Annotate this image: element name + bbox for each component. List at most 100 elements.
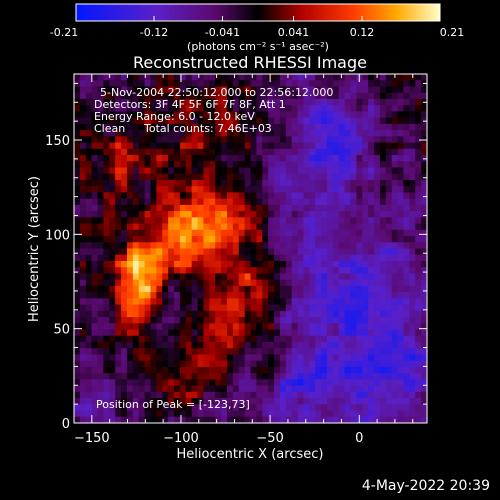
- heatmap-cell: [221, 242, 228, 249]
- heatmap-cell: [168, 167, 175, 175]
- heatmap-cell: [291, 373, 298, 380]
- heatmap-cell: [344, 335, 351, 343]
- heatmap-cell: [285, 123, 293, 131]
- heatmap-cell: [338, 204, 346, 212]
- colorbar-frame: [75, 3, 441, 22]
- heatmap-cell: [232, 80, 240, 87]
- heatmap-cell: [250, 179, 257, 187]
- heatmap-cell: [138, 279, 145, 287]
- heatmap-cell: [179, 348, 187, 355]
- heatmap-cell: [103, 236, 110, 243]
- heatmap-cell: [121, 379, 128, 387]
- heatmap-cell: [215, 198, 222, 206]
- heatmap-cell: [156, 86, 163, 94]
- heatmap-cell: [103, 260, 110, 268]
- heatmap-cell: [403, 223, 410, 231]
- heatmap-cell: [274, 373, 281, 380]
- heatmap-cell: [121, 98, 128, 106]
- heatmap-cell: [409, 373, 416, 380]
- heatmap-cell: [85, 74, 93, 81]
- heatmap-cell: [415, 260, 422, 268]
- heatmap-cell: [262, 292, 269, 299]
- heatmap-cell: [250, 273, 257, 281]
- heatmap-cell: [144, 360, 151, 368]
- heatmap-cell: [138, 366, 145, 374]
- heatmap-cell: [74, 229, 81, 237]
- heatmap-cell: [126, 373, 134, 380]
- heatmap-cell: [168, 173, 175, 181]
- heatmap-cell: [374, 391, 381, 399]
- heatmap-cell: [197, 167, 204, 175]
- heatmap-cell: [379, 74, 387, 81]
- heatmap-cell: [326, 273, 334, 281]
- heatmap-cell: [409, 217, 416, 224]
- heatmap-cell: [91, 192, 98, 200]
- heatmap-cell: [179, 148, 187, 156]
- heatmap-cell: [126, 260, 134, 268]
- heatmap-cell: [74, 86, 81, 94]
- heatmap-cell: [174, 317, 181, 324]
- heatmap-cell: [315, 267, 322, 274]
- heatmap-cell: [168, 279, 175, 287]
- heatmap-cell: [368, 285, 375, 293]
- heatmap-cell: [138, 360, 145, 368]
- heatmap-cell: [197, 236, 204, 243]
- heatmap-cell: [191, 155, 198, 162]
- heatmap-cell: [203, 329, 210, 337]
- heatmap-cell: [226, 323, 234, 330]
- heatmap-cell: [321, 236, 328, 243]
- heatmap-cell: [397, 186, 404, 193]
- heatmap-cell: [150, 273, 157, 281]
- heatmap-cell: [321, 304, 328, 312]
- heatmap-cell: [103, 391, 110, 399]
- heatmap-cell: [332, 335, 340, 343]
- heatmap-cell: [391, 229, 398, 237]
- heatmap-cell: [350, 186, 357, 193]
- heatmap-cell: [379, 410, 387, 418]
- heatmap-cell: [285, 92, 293, 100]
- heatmap-cell: [256, 86, 263, 94]
- heatmap-cell: [285, 136, 293, 143]
- heatmap-cell: [356, 204, 363, 212]
- heatmap-cell: [238, 229, 246, 237]
- heatmap-cell: [238, 123, 246, 131]
- heatmap-cell: [150, 223, 157, 231]
- heatmap-cell: [162, 86, 169, 94]
- heatmap-cell: [226, 298, 234, 305]
- heatmap-cell: [403, 416, 410, 424]
- heatmap-cell: [415, 111, 422, 119]
- heatmap-cell: [262, 167, 269, 175]
- heatmap-cell: [215, 354, 222, 362]
- heatmap-cell: [374, 292, 381, 299]
- heatmap-cell: [315, 179, 322, 187]
- heatmap-cell: [291, 179, 298, 187]
- heatmap-cell: [115, 86, 122, 94]
- heatmap-cell: [285, 236, 293, 243]
- heatmap-cell: [215, 391, 222, 399]
- heatmap-cell: [150, 404, 157, 411]
- heatmap-cell: [209, 173, 216, 181]
- heatmap-cell: [268, 223, 275, 231]
- heatmap-cell: [291, 404, 298, 411]
- heatmap-cell: [226, 179, 234, 187]
- heatmap-cell: [291, 204, 298, 212]
- heatmap-cell: [232, 310, 240, 318]
- heatmap-cell: [109, 204, 116, 212]
- heatmap-cell: [150, 285, 157, 293]
- heatmap-cell: [138, 111, 145, 119]
- heatmap-cell: [321, 105, 328, 112]
- heatmap-cell: [150, 373, 157, 380]
- heatmap-cell: [385, 198, 393, 206]
- heatmap-cell: [197, 198, 204, 206]
- heatmap-cell: [250, 161, 257, 168]
- heatmap-cell: [297, 292, 304, 299]
- heatmap-cell: [303, 379, 310, 387]
- heatmap-cell: [297, 117, 304, 125]
- heatmap-cell: [121, 242, 128, 249]
- heatmap-cell: [285, 111, 293, 119]
- heatmap-cell: [138, 304, 145, 312]
- heatmap-cell: [226, 105, 234, 112]
- heatmap-cell: [379, 335, 387, 343]
- heatmap-cell: [421, 310, 428, 318]
- heatmap-cell: [397, 74, 404, 81]
